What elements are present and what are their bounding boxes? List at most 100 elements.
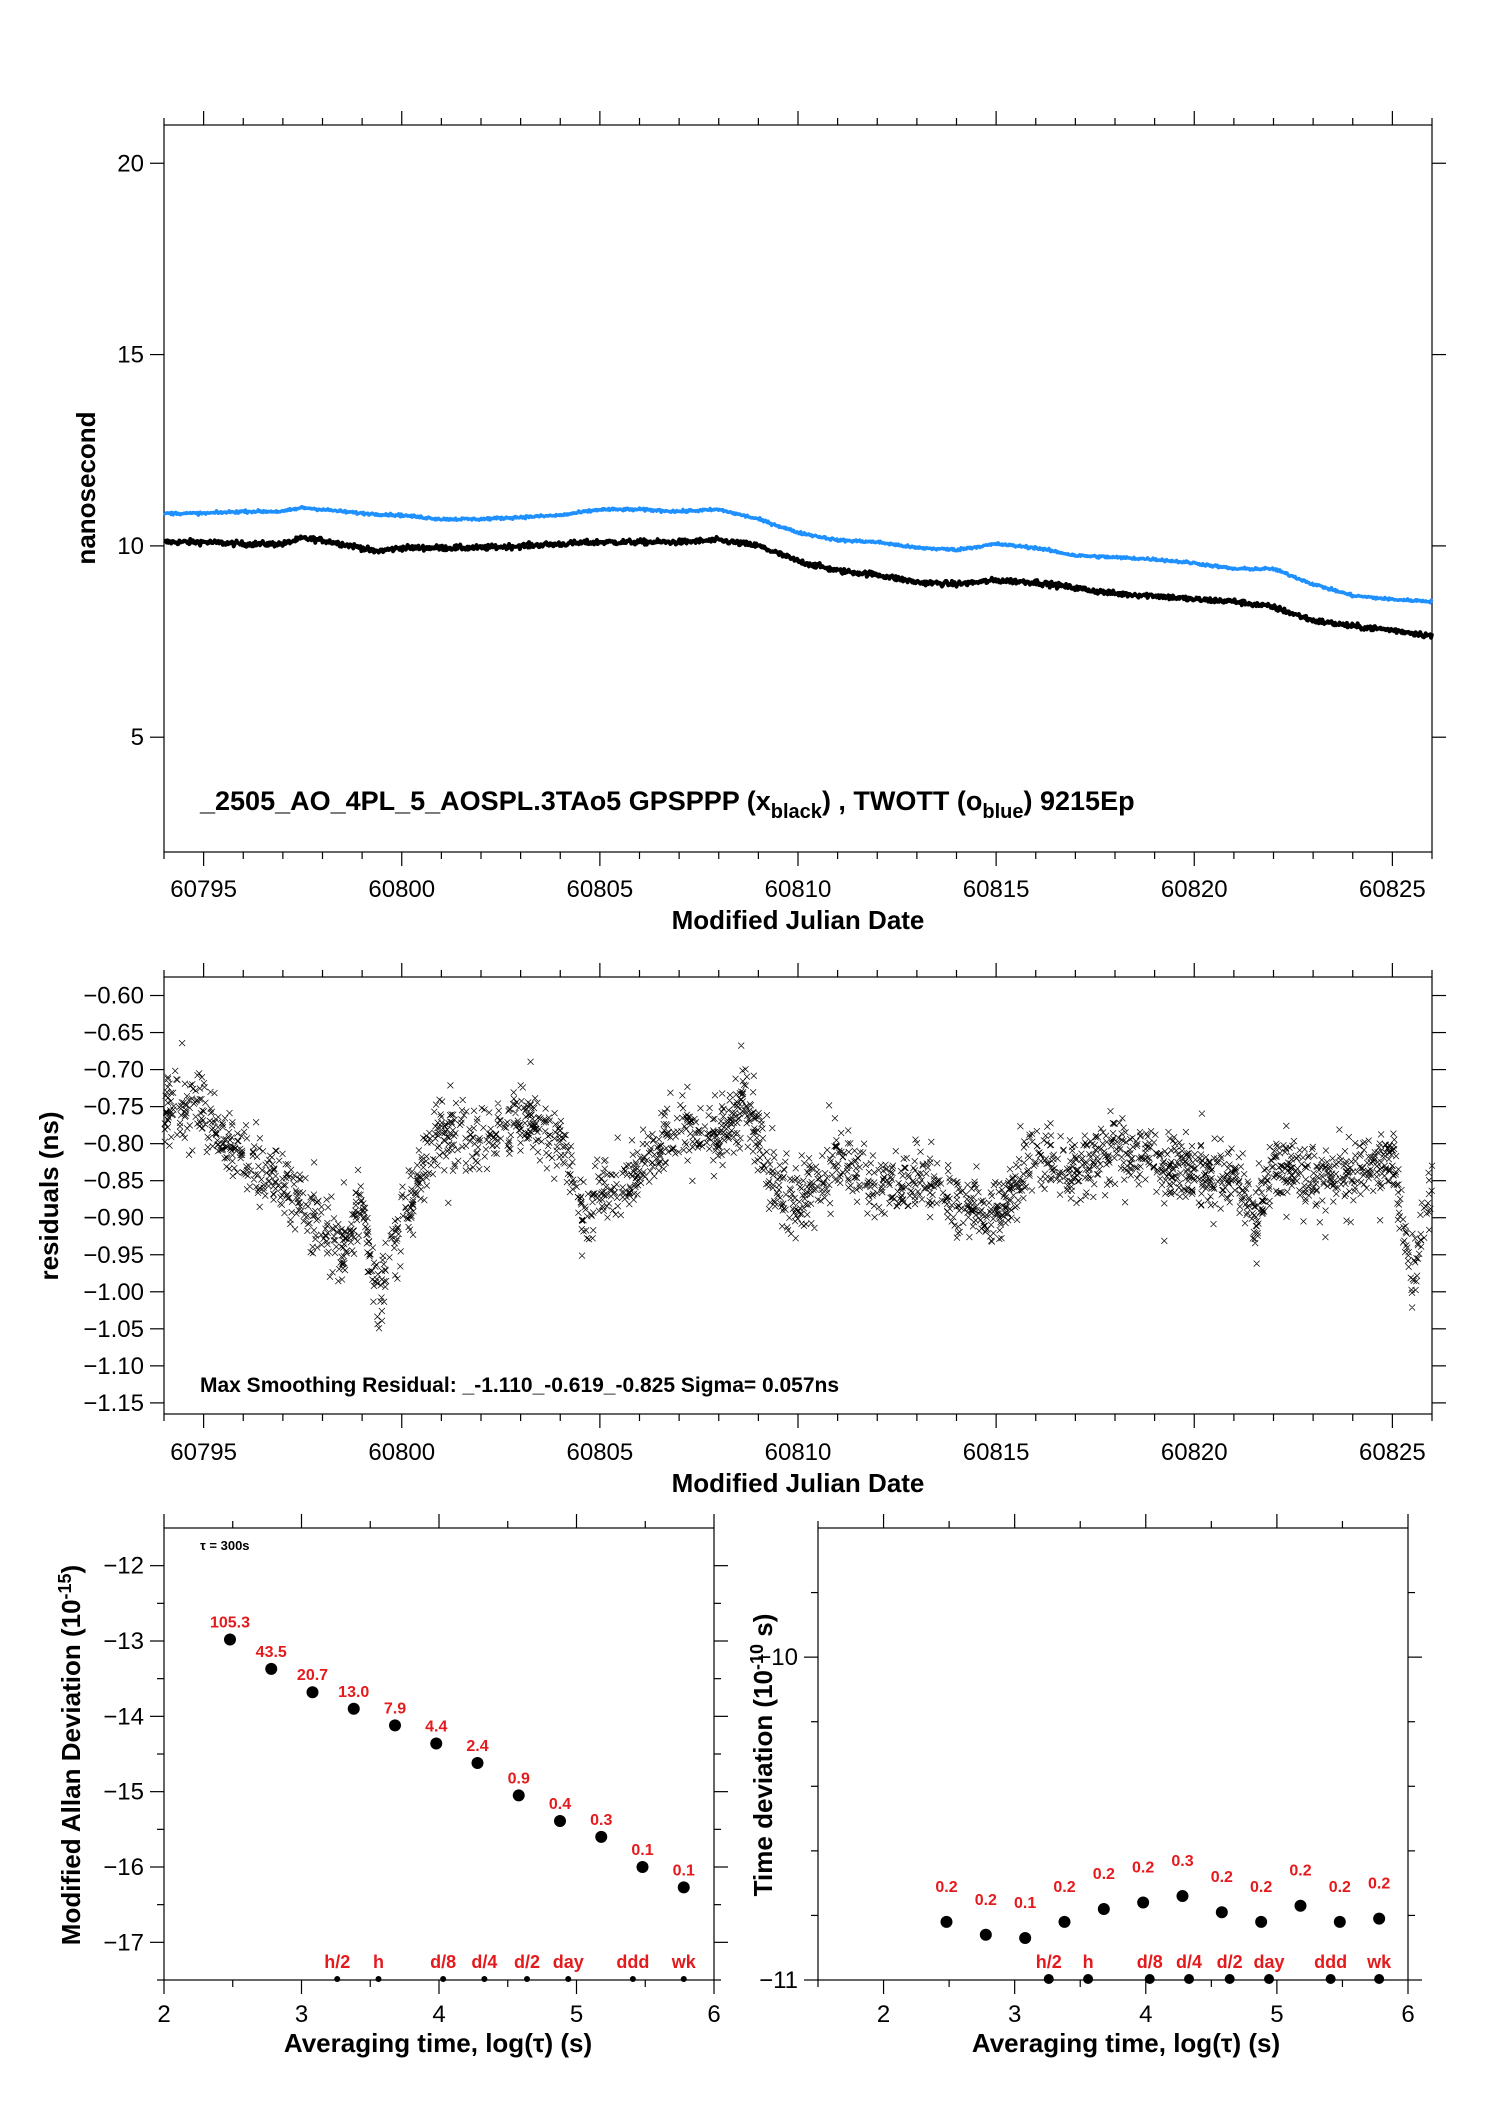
mdev-point: [512, 1789, 525, 1802]
tdev-x-tick-label: 3: [1008, 2001, 1021, 2028]
mdev-point-label: 105.3: [210, 1614, 250, 1631]
mdev-y-tick-label: −14: [103, 1703, 144, 1730]
residuals-y-tick-label: −0.80: [83, 1131, 144, 1158]
mdev-point: [636, 1861, 649, 1873]
residuals-y-tick-label: −1.05: [83, 1316, 144, 1343]
mdev-marker-dot: [565, 1976, 572, 1982]
residuals-x-tick-label: 60810: [765, 1439, 832, 1466]
tdev-x-axis-label: Averaging time, log(τ) (s): [972, 2028, 1280, 2058]
mdev-point-label: 4.4: [425, 1718, 447, 1735]
tdev-point: [940, 1915, 953, 1928]
tdev-marker-dot: [1184, 1974, 1195, 1984]
mdev-marker-label: ddd: [616, 1952, 649, 1972]
mdev-y-tick-label: −17: [103, 1929, 144, 1956]
tdev-marker-label: day: [1254, 1952, 1285, 1972]
tdev-point: [1333, 1915, 1346, 1928]
time-series-x-tick-label: 60805: [567, 876, 634, 903]
tdev-point: [1255, 1915, 1268, 1928]
tdev-point-label: 0.2: [975, 1892, 997, 1909]
tdev-x-tick-label: 5: [1270, 2001, 1283, 2028]
tdev-x-tick-label: 4: [1139, 2001, 1152, 2028]
mdev-marker-label: d/8: [430, 1952, 456, 1972]
time-series-panel: 60795 60800 60805 60810 60815 60820 60825 5 10 15…: [71, 111, 1446, 935]
residuals-y-tick-label: −0.75: [83, 1094, 144, 1121]
tau-note: τ = 300s: [200, 1538, 250, 1553]
mdev-point-label: 0.4: [549, 1796, 571, 1813]
time-series-y-tick-label: 20: [117, 150, 144, 177]
tdev-point-label: 0.2: [1211, 1869, 1233, 1886]
residuals-x-tick-label: 60795: [170, 1439, 237, 1466]
mdev-point-label: 43.5: [256, 1644, 287, 1661]
time-series-y-axis-label: nanosecond: [71, 411, 101, 564]
residuals-y-tick-label: −1.15: [83, 1390, 144, 1417]
mdev-point: [347, 1702, 360, 1715]
tdev-point: [1137, 1896, 1150, 1909]
residuals-y-tick-label: −0.95: [83, 1242, 144, 1269]
residuals-y-tick-label: −1.10: [83, 1353, 144, 1380]
residuals-x-tick-label: 60825: [1359, 1439, 1426, 1466]
tdev-point: [1058, 1915, 1071, 1928]
tdev-point-label: 0.2: [1329, 1879, 1351, 1896]
time-series-x-tick-label: 60820: [1161, 876, 1228, 903]
residuals-x-tick-label: 60800: [368, 1439, 435, 1466]
tdev-point-label: 0.2: [1132, 1860, 1154, 1877]
mdev-point-label: 0.1: [673, 1862, 695, 1879]
mdev-x-tick-label: 2: [157, 2001, 170, 2028]
tdev-x-tick-label: 6: [1401, 2001, 1414, 2028]
mdev-point: [389, 1719, 401, 1732]
mdev-x-tick-label: 6: [707, 2001, 720, 2028]
residuals-annotation: Max Smoothing Residual: _-1.110_-0.619_-…: [200, 1374, 839, 1397]
tdev-x-tick-label: 2: [877, 2001, 890, 2028]
tdev-marker-label: ddd: [1314, 1952, 1347, 1972]
tdev-marker-label: h/2: [1036, 1952, 1062, 1972]
tdev-marker-label: d/4: [1176, 1952, 1202, 1972]
mdev-y-axis-label: Modified Allan Deviation (10-15): [55, 1565, 86, 1945]
mdev-point: [224, 1633, 236, 1646]
mdev-marker-dot: [481, 1976, 488, 1982]
tdev-point-label: 0.1: [1014, 1895, 1036, 1912]
mdev-frame: [163, 1527, 715, 1981]
mdev-x-tick-label: 5: [570, 2001, 583, 2028]
time-series-x-axis-label: Modified Julian Date: [672, 905, 925, 935]
time-series-x-tick-label: 60815: [963, 876, 1030, 903]
mdev-marker-label: day: [553, 1952, 584, 1972]
mdev-point-label: 7.9: [384, 1700, 406, 1717]
tdev-y-tick-label: −11: [759, 1967, 798, 1994]
residuals-y-tick-label: −0.85: [83, 1168, 144, 1195]
mdev-marker-dot: [629, 1976, 636, 1982]
residuals-y-tick-label: −0.70: [83, 1057, 144, 1084]
tdev-y-tick-label: −10: [757, 1644, 798, 1671]
mdev-marker-dot: [334, 1976, 341, 1982]
mdev-point: [677, 1881, 690, 1894]
mdev-point: [265, 1662, 278, 1675]
time-series-x-tick-label: 60795: [170, 876, 237, 903]
time-series-y-tick-label: 5: [131, 724, 144, 751]
mdev-marker-label: d/2: [514, 1952, 540, 1972]
tdev-marker-dot: [1374, 1974, 1385, 1984]
tdev-marker-label: d/8: [1137, 1952, 1163, 1972]
tdev-y-axis-label: Time deviation (10-10 s): [747, 1614, 778, 1897]
mdev-point: [471, 1757, 484, 1770]
residuals-y-tick-label: −1.00: [83, 1279, 144, 1306]
mdev-point: [430, 1737, 443, 1750]
tdev-point: [1019, 1932, 1032, 1945]
residuals-x-axis-label: Modified Julian Date: [672, 1468, 925, 1498]
mdev-x-axis-label: Averaging time, log(τ) (s): [284, 2028, 592, 2058]
mdev-marker-dot: [680, 1976, 687, 1982]
tdev-point-label: 0.2: [1289, 1863, 1311, 1880]
tdev-point-label: 0.2: [1250, 1879, 1272, 1896]
time-series-x-tick-label: 60800: [368, 876, 435, 903]
mdev-y-tick-label: −12: [103, 1553, 144, 1580]
mdev-point-label: 0.3: [590, 1812, 612, 1829]
mdev-marker-dot: [440, 1976, 447, 1982]
time-series-caption: _2505_AO_4PL_5_AOSPL.3TAo5 GPSPPP (xblac…: [199, 786, 1135, 823]
mdev-point: [595, 1830, 608, 1843]
residuals-x-tick-label: 60815: [963, 1439, 1030, 1466]
time-series-frame: [163, 124, 1433, 853]
mdev-point: [554, 1815, 566, 1828]
residuals-y-tick-label: −0.90: [83, 1205, 144, 1232]
mdev-x-tick-label: 3: [295, 2001, 308, 2028]
tdev-point-label: 0.2: [935, 1879, 957, 1896]
tdev-point-label: 0.2: [1368, 1876, 1390, 1893]
